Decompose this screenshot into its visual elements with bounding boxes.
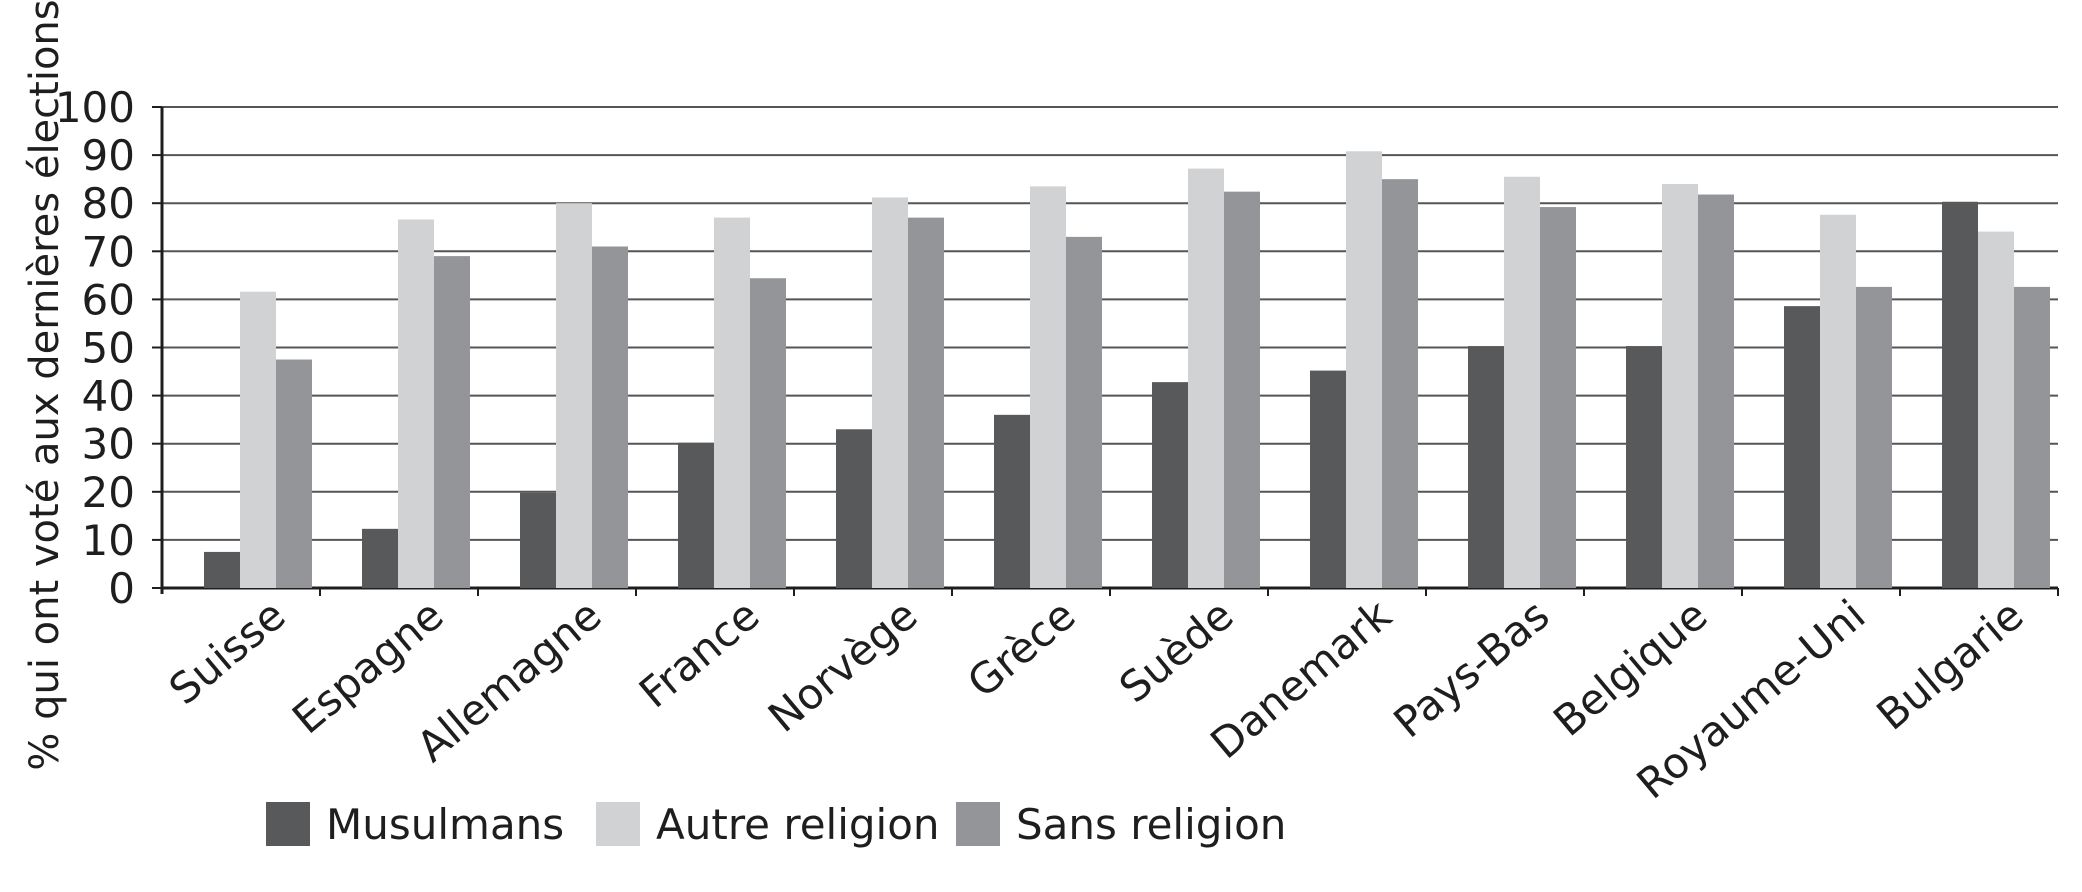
bar-sans-religion-belgique [1698, 194, 1734, 589]
y-tick-label: 10 [82, 516, 135, 565]
legend-label: Musulmans [326, 800, 564, 849]
bar-autre-religion-pays-bas [1504, 176, 1540, 588]
bar-musulmans-allemagne [520, 492, 556, 588]
bar-musulmans-danemark [1310, 370, 1346, 588]
bar-musulmans-royaume-uni [1784, 306, 1820, 588]
bars [204, 151, 2050, 589]
y-tick-label: 70 [82, 227, 135, 276]
bar-musulmans-belgique [1626, 346, 1662, 588]
y-tick-label: 0 [108, 564, 135, 613]
bar-sans-religion-suisse [276, 359, 312, 588]
bar-autre-religion-espagne [398, 219, 434, 588]
legend-swatch [596, 802, 640, 846]
bar-autre-religion-suède [1188, 168, 1224, 588]
bar-sans-religion-france [750, 278, 786, 588]
bar-musulmans-suisse [204, 551, 240, 588]
bar-autre-religion-danemark [1346, 151, 1382, 588]
bar-musulmans-france [678, 442, 714, 588]
gridlines [162, 106, 2058, 590]
legend-label: Autre religion [656, 800, 940, 849]
bar-autre-religion-grèce [1030, 186, 1066, 589]
bar-autre-religion-norvège [872, 197, 908, 589]
legend-label: Sans religion [1016, 800, 1286, 849]
bar-musulmans-pays-bas [1468, 346, 1504, 588]
y-tick-label: 90 [82, 131, 135, 180]
legend: Musulmans Autre religion Sans religion [266, 800, 1286, 849]
bar-sans-religion-royaume-uni [1856, 286, 1892, 588]
bar-autre-religion-france [714, 217, 750, 588]
x-tick-label: France [630, 590, 768, 717]
y-tick-label: 30 [82, 420, 135, 469]
y-tick-label: 40 [82, 372, 135, 421]
bar-musulmans-grèce [994, 414, 1030, 588]
y-tick-label: 60 [82, 275, 135, 324]
bar-musulmans-espagne [362, 528, 398, 588]
y-tick-label: 100 [55, 83, 135, 132]
y-tick-label: 20 [82, 468, 135, 517]
y-axis-title: % qui ont voté aux dernières élections [22, 0, 68, 771]
y-tick-label: 80 [82, 179, 135, 228]
bar-sans-religion-espagne [434, 256, 470, 588]
x-tick-label: Suède [1110, 590, 1242, 712]
bar-sans-religion-bulgarie [2014, 286, 2050, 588]
bar-sans-religion-norvège [908, 217, 944, 588]
x-tick-label: Norvège [759, 590, 927, 742]
bar-sans-religion-grèce [1066, 236, 1102, 588]
bar-musulmans-suède [1152, 382, 1188, 588]
bar-sans-religion-suède [1224, 191, 1260, 588]
bar-sans-religion-allemagne [592, 246, 628, 589]
bar-sans-religion-danemark [1382, 179, 1418, 588]
legend-swatch [266, 802, 310, 846]
bar-autre-religion-bulgarie [1978, 231, 2014, 589]
bar-sans-religion-pays-bas [1540, 207, 1576, 588]
bar-musulmans-bulgarie [1942, 201, 1978, 588]
bar-autre-religion-royaume-uni [1820, 214, 1856, 588]
bar-musulmans-norvège [836, 429, 872, 588]
legend-swatch [956, 802, 1000, 846]
bar-autre-religion-belgique [1662, 183, 1698, 588]
x-tick-label: Pays-Bas [1384, 590, 1558, 747]
y-tick-label: 50 [82, 324, 135, 373]
bar-autre-religion-allemagne [556, 203, 592, 588]
x-tick-label: Suisse [160, 590, 295, 714]
bar-autre-religion-suisse [240, 291, 276, 588]
x-tick-label: Grèce [958, 590, 1084, 707]
x-tick-label: Bulgarie [1867, 590, 2032, 740]
